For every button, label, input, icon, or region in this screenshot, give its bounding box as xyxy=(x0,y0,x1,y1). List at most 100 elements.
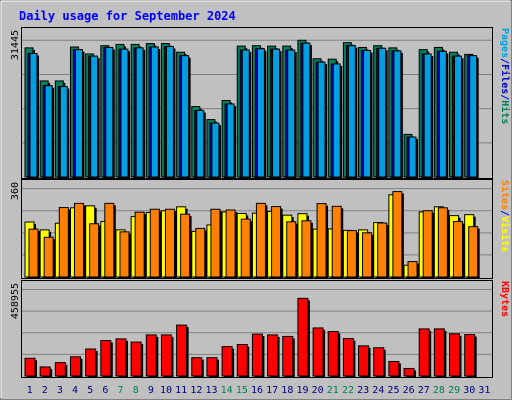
bar-pages-day-4 xyxy=(74,49,85,179)
bar-sites-day-2 xyxy=(43,236,56,279)
ylabel-part: / xyxy=(499,94,510,100)
bar-sites-day-13 xyxy=(210,208,222,279)
bar-pages-day-27 xyxy=(423,53,434,179)
x-tick-label: 29 xyxy=(448,385,460,396)
bar-kbytes-day-26 xyxy=(403,367,417,378)
x-tick-label: 1 xyxy=(27,385,33,396)
bar-sites-day-14 xyxy=(225,209,238,279)
bar-pages-day-7 xyxy=(120,48,130,179)
ylabel-part: / xyxy=(499,58,510,64)
bar-kbytes-day-13 xyxy=(206,357,219,378)
bar-kbytes-day-17 xyxy=(267,334,280,378)
x-tick-label: 23 xyxy=(357,385,369,396)
x-tick-label: 26 xyxy=(403,385,415,396)
x-tick-label: 8 xyxy=(133,385,139,396)
bar-sites-day-17 xyxy=(271,206,283,279)
bar-pages-day-6 xyxy=(105,46,115,179)
bar-pages-day-22 xyxy=(347,45,358,179)
bar-kbytes-day-3 xyxy=(54,362,68,378)
bar-kbytes-day-22 xyxy=(342,337,356,378)
bar-pages-day-20 xyxy=(317,61,328,179)
bar-pages-day-15 xyxy=(241,49,252,180)
bar-sites-day-18 xyxy=(286,221,298,279)
bar-kbytes-day-21 xyxy=(327,331,341,378)
bar-sites-day-30 xyxy=(468,226,480,279)
x-tick-label: 12 xyxy=(190,385,202,396)
x-tick-label: 3 xyxy=(57,385,63,396)
bar-pages-day-11 xyxy=(181,55,191,179)
bar-sites-day-9 xyxy=(149,208,162,279)
bar-kbytes-day-14 xyxy=(221,346,235,378)
x-tick-label: 11 xyxy=(175,385,187,396)
bar-kbytes-day-19 xyxy=(297,297,310,378)
panel-hits-files-pages-ylabel: Pages/Files/Hits xyxy=(499,28,511,124)
panel-hits-files-pages: 31445 Pages/Files/Hits xyxy=(10,27,511,180)
bar-sites-day-22 xyxy=(346,230,359,279)
chart-title: Daily usage for September 2024 xyxy=(19,9,236,23)
bar-kbytes-day-9 xyxy=(145,334,159,378)
bar-kbytes-day-24 xyxy=(373,347,386,378)
x-tick-label: 14 xyxy=(221,385,233,396)
x-tick-label: 10 xyxy=(160,385,172,396)
bar-sites-day-12 xyxy=(195,227,207,279)
bar-kbytes-day-11 xyxy=(176,324,189,378)
bar-pages-day-3 xyxy=(59,86,70,179)
bar-sites-day-5 xyxy=(89,223,101,279)
panel-visits-sites: 360 Sites/Visits xyxy=(10,179,511,279)
bar-kbytes-day-4 xyxy=(69,356,83,378)
x-tick-label: 19 xyxy=(296,385,308,396)
bar-pages-day-23 xyxy=(363,49,373,179)
bar-pages-day-29 xyxy=(454,55,464,179)
ylabel-part: / xyxy=(499,210,510,216)
bar-pages-day-5 xyxy=(90,55,100,179)
ylabel-part: Hits xyxy=(499,100,511,124)
bar-pages-day-10 xyxy=(165,46,176,180)
panel-visits-sites-ylabel: Sites/Visits xyxy=(499,180,511,252)
bar-pages-day-30 xyxy=(469,55,479,179)
bar-sites-day-29 xyxy=(453,221,465,279)
x-tick-label: 21 xyxy=(327,385,339,396)
ylabel-part: Sites xyxy=(499,180,511,210)
bar-pages-day-12 xyxy=(196,109,206,179)
bar-pages-day-24 xyxy=(378,47,388,179)
bar-kbytes-day-6 xyxy=(100,340,113,378)
panel-visits-sites-ymax-label: 360 xyxy=(10,182,21,200)
bar-sites-day-4 xyxy=(73,202,86,279)
bar-sites-day-10 xyxy=(164,208,177,279)
bar-kbytes-day-18 xyxy=(282,335,295,378)
bar-kbytes-day-12 xyxy=(191,357,204,378)
x-tick-label: 20 xyxy=(312,385,324,396)
bar-kbytes-day-27 xyxy=(418,328,432,378)
bar-pages-day-2 xyxy=(44,85,55,179)
x-tick-label: 16 xyxy=(251,385,263,396)
x-tick-label: 15 xyxy=(236,385,248,396)
bar-pages-day-13 xyxy=(211,122,221,179)
x-axis-labels: 1 2 3 4 5 6 7 8 9 10 11 12 13 14 15 16 17 18 19 20 21 22 23 24 2… xyxy=(27,385,491,396)
bar-sites-day-24 xyxy=(377,222,389,279)
panel-kbytes: 458955 KBytes xyxy=(10,280,510,378)
bar-kbytes-day-16 xyxy=(251,333,265,378)
x-tick-label: 9 xyxy=(148,385,154,396)
bar-sites-day-16 xyxy=(255,202,268,279)
bar-sites-day-7 xyxy=(119,231,131,279)
panel-kbytes-ymax-label: 458955 xyxy=(10,283,21,319)
bar-sites-day-1 xyxy=(28,228,40,279)
bar-pages-day-28 xyxy=(438,50,449,180)
bar-kbytes-day-15 xyxy=(236,344,250,378)
x-tick-label: 2 xyxy=(42,385,48,396)
ylabel-part: Pages xyxy=(499,28,510,58)
ylabel-part: KBytes xyxy=(499,281,510,317)
bar-sites-day-28 xyxy=(437,207,450,279)
bar-sites-day-15 xyxy=(240,218,253,279)
x-tick-label: 31 xyxy=(478,385,490,396)
bar-kbytes-day-23 xyxy=(358,345,371,378)
bar-kbytes-day-2 xyxy=(39,366,53,378)
bar-pages-day-18 xyxy=(287,49,297,180)
bar-sites-day-21 xyxy=(331,205,344,279)
ylabel-part: Visits xyxy=(499,216,511,252)
bar-sites-day-20 xyxy=(316,203,329,279)
x-tick-label: 24 xyxy=(372,385,384,396)
bar-pages-day-19 xyxy=(302,42,312,180)
bar-sites-day-23 xyxy=(362,232,374,279)
